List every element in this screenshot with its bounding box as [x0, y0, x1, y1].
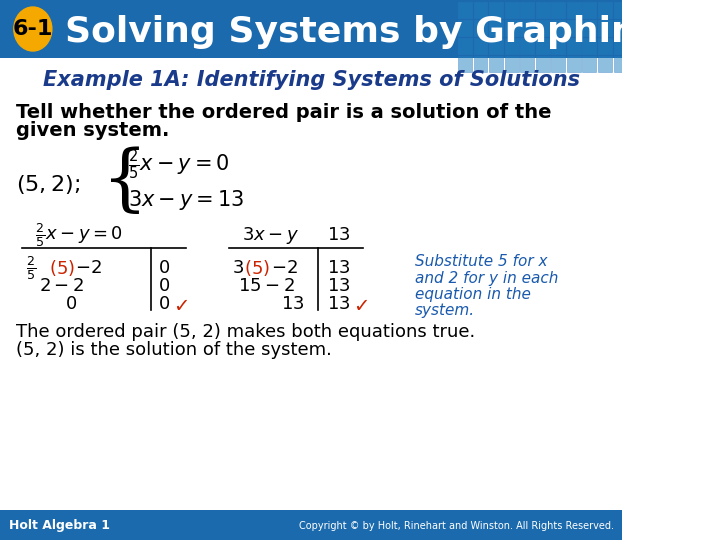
- Bar: [474, 56, 487, 72]
- Bar: [521, 38, 534, 54]
- Bar: [582, 2, 596, 18]
- Bar: [536, 38, 549, 54]
- Text: $\frac{2}{5}x - y = 0$: $\frac{2}{5}x - y = 0$: [128, 148, 230, 183]
- Bar: [536, 2, 549, 18]
- Text: {: {: [102, 147, 148, 217]
- Text: given system.: given system.: [16, 120, 169, 139]
- Bar: [582, 38, 596, 54]
- Text: $(5)$: $(5)$: [49, 258, 75, 278]
- FancyBboxPatch shape: [0, 510, 622, 540]
- Bar: [474, 20, 487, 36]
- Text: $0$: $0$: [158, 295, 170, 313]
- Text: $3$: $3$: [232, 259, 243, 277]
- Bar: [505, 2, 518, 18]
- Bar: [598, 56, 612, 72]
- Bar: [536, 56, 549, 72]
- Bar: [613, 20, 627, 36]
- Bar: [458, 38, 472, 54]
- Bar: [598, 20, 612, 36]
- Bar: [598, 38, 612, 54]
- Text: $13$: $13$: [327, 259, 350, 277]
- Bar: [489, 20, 503, 36]
- Bar: [474, 2, 487, 18]
- Text: Tell whether the ordered pair is a solution of the: Tell whether the ordered pair is a solut…: [16, 103, 551, 122]
- Bar: [505, 20, 518, 36]
- Bar: [552, 2, 565, 18]
- Text: $13$: $13$: [281, 295, 305, 313]
- Bar: [458, 2, 472, 18]
- Bar: [567, 20, 581, 36]
- Bar: [567, 56, 581, 72]
- Bar: [598, 2, 612, 18]
- Bar: [582, 20, 596, 36]
- Bar: [567, 2, 581, 18]
- Bar: [489, 38, 503, 54]
- Bar: [552, 56, 565, 72]
- Bar: [613, 2, 627, 18]
- Text: $2 - 2$: $2 - 2$: [39, 277, 84, 295]
- Text: ✓: ✓: [353, 296, 369, 315]
- Text: 6-1: 6-1: [13, 19, 53, 39]
- Text: Example 1A: Identifying Systems of Solutions: Example 1A: Identifying Systems of Solut…: [42, 70, 580, 90]
- Text: equation in the: equation in the: [415, 287, 531, 301]
- Text: $15 - 2$: $15 - 2$: [238, 277, 294, 295]
- Text: (5, 2) is the solution of the system.: (5, 2) is the solution of the system.: [16, 341, 331, 359]
- Text: Substitute 5 for x: Substitute 5 for x: [415, 254, 547, 269]
- Text: $\frac{2}{5}$: $\frac{2}{5}$: [26, 254, 36, 282]
- Text: $13$: $13$: [327, 295, 350, 313]
- Text: ✓: ✓: [173, 296, 189, 315]
- Bar: [613, 56, 627, 72]
- Text: $0$: $0$: [158, 259, 170, 277]
- Text: $13$: $13$: [327, 226, 350, 244]
- Bar: [582, 56, 596, 72]
- Bar: [458, 20, 472, 36]
- Text: $0$: $0$: [65, 295, 77, 313]
- Bar: [521, 56, 534, 72]
- Bar: [521, 20, 534, 36]
- Text: $13$: $13$: [327, 277, 350, 295]
- Bar: [567, 38, 581, 54]
- Circle shape: [14, 7, 52, 51]
- FancyBboxPatch shape: [0, 0, 622, 58]
- Text: Holt Algebra 1: Holt Algebra 1: [9, 519, 109, 532]
- Bar: [536, 20, 549, 36]
- Text: and 2 for y in each: and 2 for y in each: [415, 271, 558, 286]
- Bar: [521, 2, 534, 18]
- Bar: [458, 56, 472, 72]
- Bar: [613, 38, 627, 54]
- Text: $3x - y$: $3x - y$: [242, 225, 299, 246]
- Text: $(5)$: $(5)$: [243, 258, 270, 278]
- Text: Copyright © by Holt, Rinehart and Winston. All Rights Reserved.: Copyright © by Holt, Rinehart and Winsto…: [299, 521, 613, 531]
- Text: $- 2$: $- 2$: [75, 259, 102, 277]
- Text: Solving Systems by Graphing: Solving Systems by Graphing: [65, 15, 662, 49]
- Text: $\frac{2}{5}x - y = 0$: $\frac{2}{5}x - y = 0$: [35, 221, 122, 249]
- Text: $(5, 2);$: $(5, 2);$: [16, 173, 79, 197]
- Text: $- 2$: $- 2$: [271, 259, 298, 277]
- Bar: [489, 56, 503, 72]
- Bar: [474, 38, 487, 54]
- Bar: [489, 2, 503, 18]
- Text: system.: system.: [415, 302, 475, 318]
- Text: $3x - y = 13$: $3x - y = 13$: [128, 188, 244, 212]
- Bar: [552, 20, 565, 36]
- Text: The ordered pair (5, 2) makes both equations true.: The ordered pair (5, 2) makes both equat…: [16, 323, 474, 341]
- Text: $0$: $0$: [158, 277, 170, 295]
- Bar: [505, 56, 518, 72]
- Bar: [552, 38, 565, 54]
- Bar: [505, 38, 518, 54]
